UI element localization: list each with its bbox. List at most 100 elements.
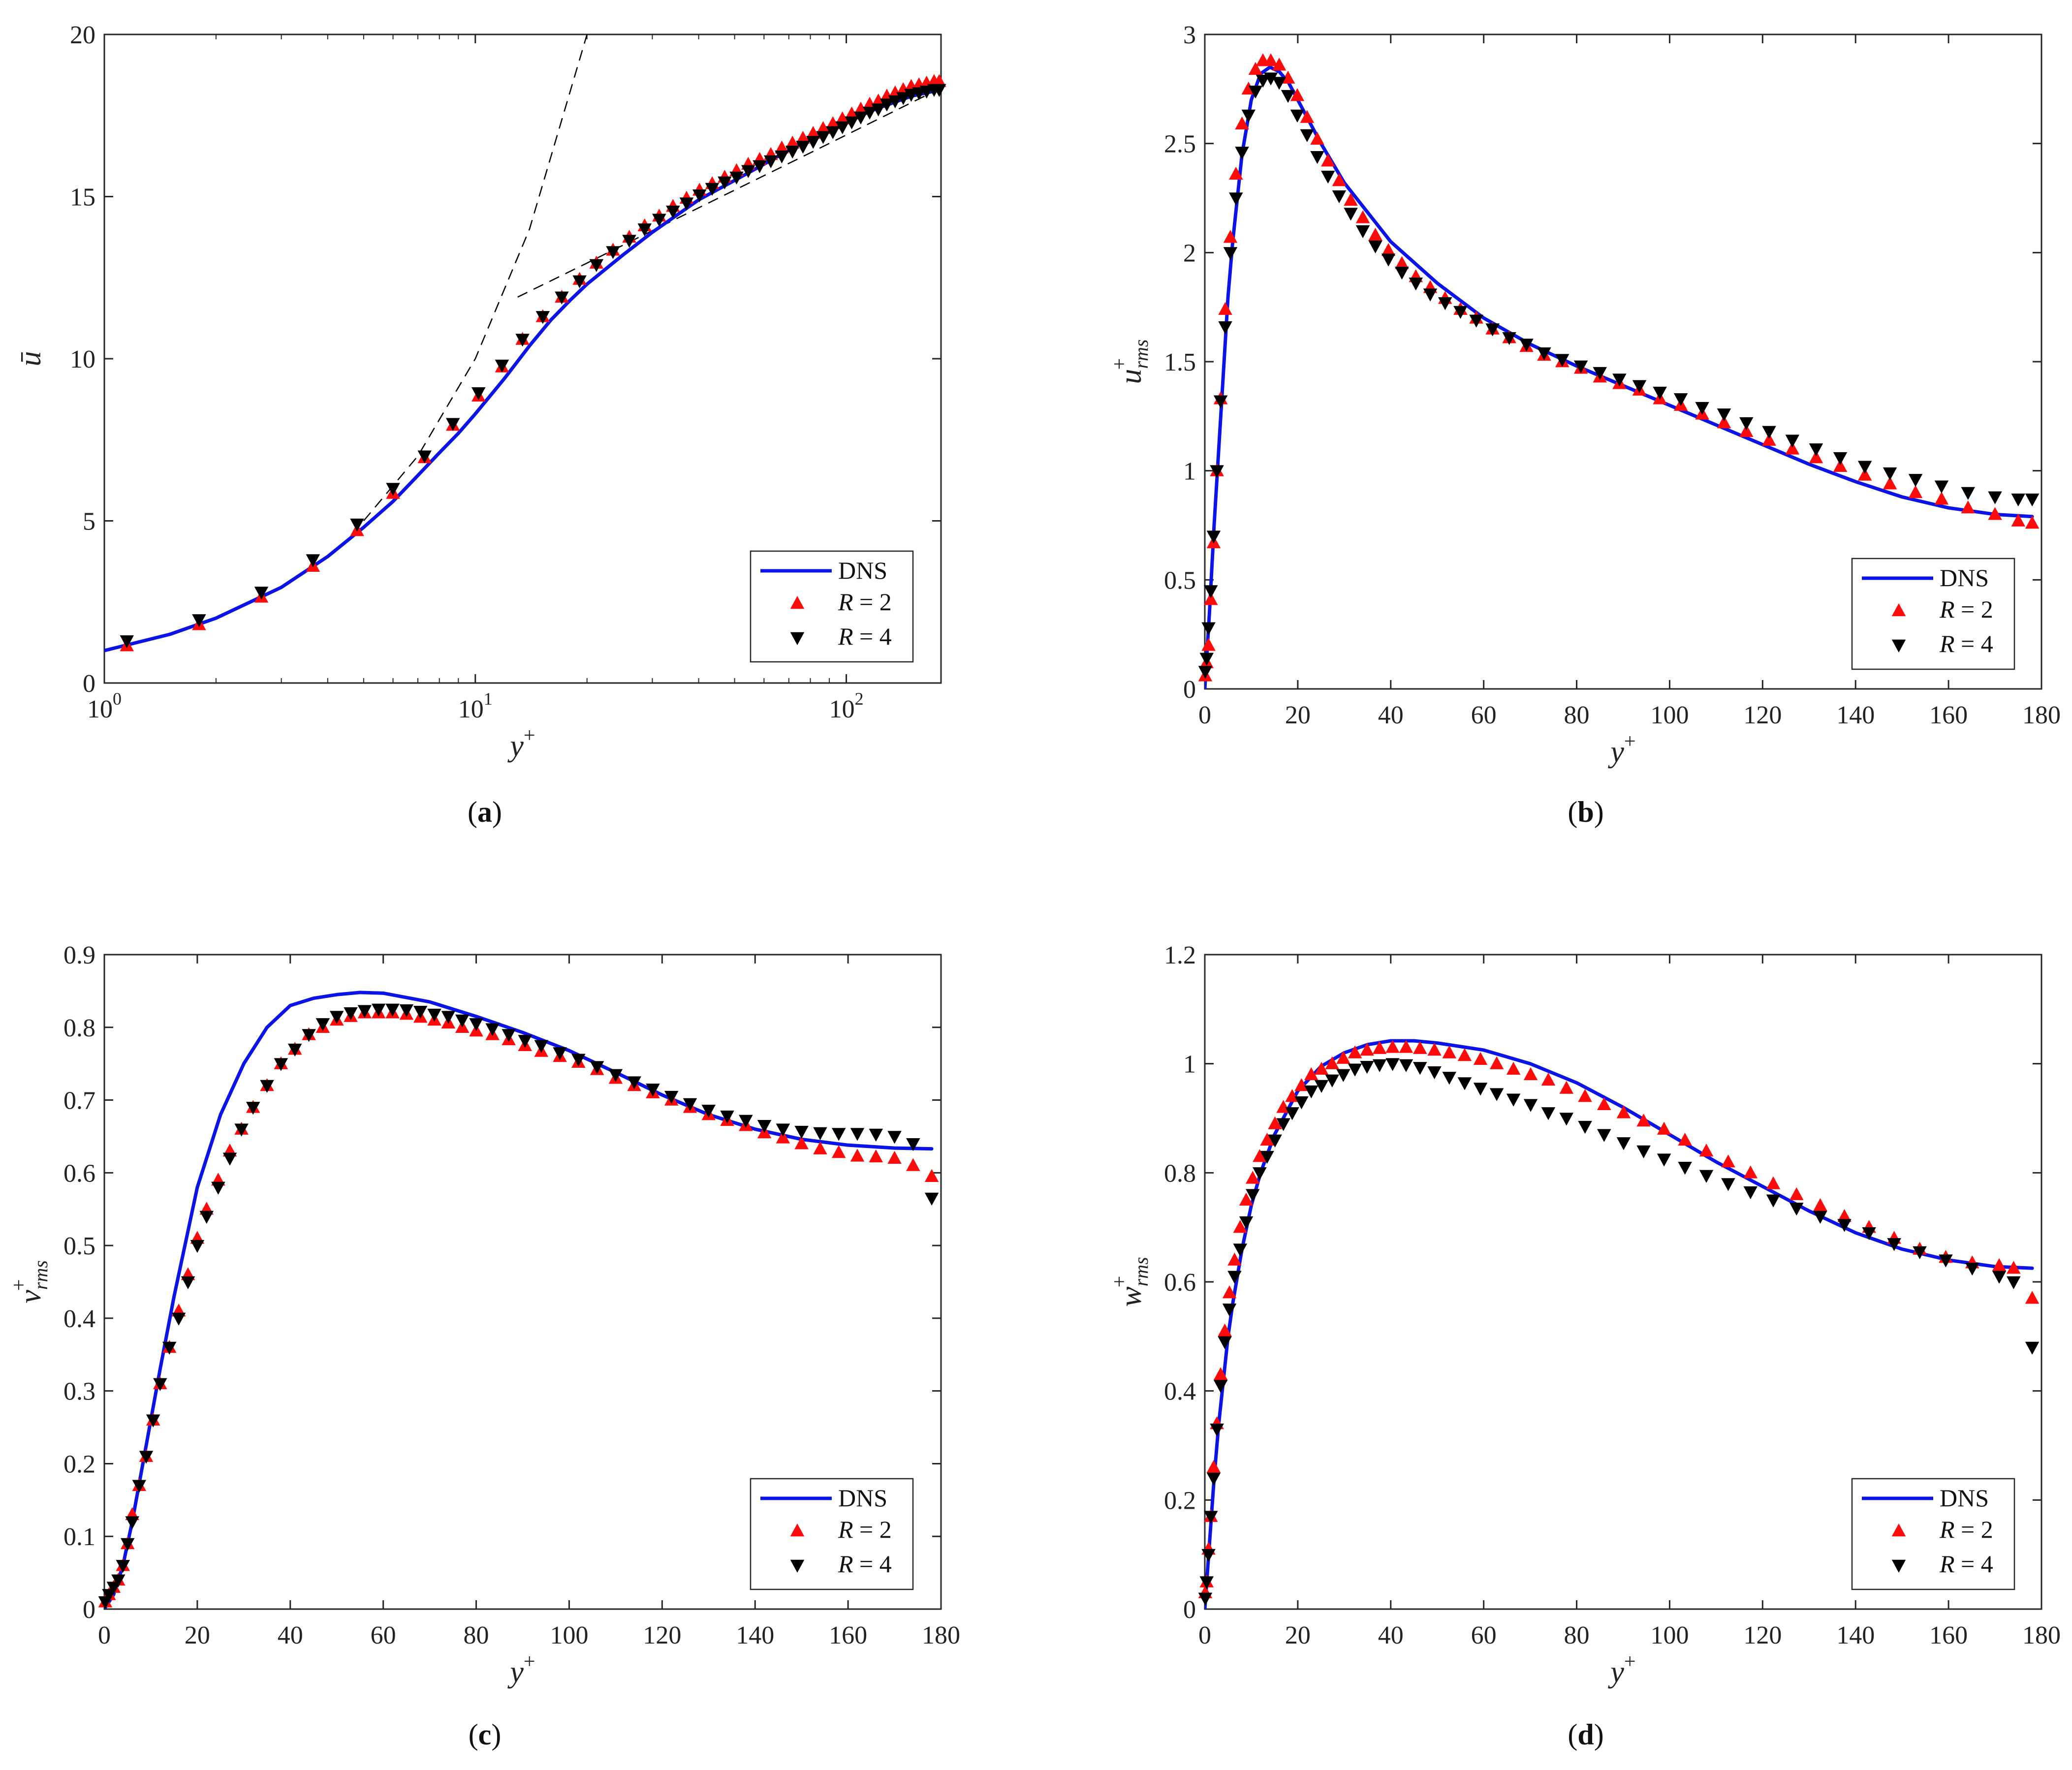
r4-marker	[1573, 360, 1588, 373]
r2-marker	[1908, 485, 1923, 498]
r4-marker	[1235, 147, 1249, 160]
r4-marker	[1246, 1189, 1260, 1202]
y-tick-label: 20	[70, 21, 95, 49]
r4-marker	[627, 1076, 641, 1089]
r4-marker	[1939, 1254, 1953, 1268]
x-tick-label: 80	[1564, 1621, 1590, 1649]
legend-r4-label: R = 4	[1939, 1550, 1993, 1578]
r4-marker	[306, 554, 320, 567]
r4-marker	[1300, 129, 1315, 142]
r4-marker	[835, 121, 849, 134]
r4-marker	[254, 587, 269, 600]
r4-marker	[1519, 339, 1534, 352]
y-tick-label: 1	[1183, 1051, 1196, 1079]
r4-marker	[1241, 109, 1256, 123]
r2-marker	[1332, 173, 1347, 186]
r4-marker	[1559, 1113, 1574, 1126]
r4-marker	[1222, 1304, 1237, 1317]
r4-marker	[1423, 288, 1438, 302]
x-tick-label: 60	[1471, 1621, 1497, 1649]
x-tick-label: 180	[2022, 701, 2061, 729]
r4-marker	[1597, 1129, 1611, 1142]
y-tick-label: 2.5	[1164, 130, 1196, 158]
y-axis-label: wrms+	[1108, 1257, 1152, 1306]
r4-marker	[1913, 1246, 1927, 1260]
r4-marker	[329, 1011, 344, 1024]
r2-marker	[1368, 227, 1382, 241]
r2-marker	[2007, 1261, 2021, 1274]
x-tick-label: 20	[1285, 1621, 1311, 1649]
r4-marker	[608, 1069, 623, 1082]
r4-marker	[139, 1451, 154, 1464]
r2-marker	[1739, 424, 1754, 437]
r4-marker	[1199, 1576, 1214, 1589]
r4-marker	[153, 1378, 167, 1391]
r2-marker	[835, 111, 849, 124]
r4-marker	[1210, 1424, 1224, 1437]
x-tick-label: 0	[98, 1621, 111, 1649]
r4-marker	[776, 1123, 790, 1137]
r4-marker	[741, 165, 755, 178]
x-tick-label: 100	[1650, 701, 1689, 729]
r4-marker	[357, 1005, 372, 1018]
y-tick-label: 0.7	[63, 1087, 95, 1115]
x-tick-label: 120	[1743, 1621, 1782, 1649]
r4-marker	[606, 246, 620, 259]
legend-r4-swatch	[790, 632, 805, 645]
r4-marker	[386, 483, 400, 496]
r4-marker	[515, 334, 530, 347]
r4-marker	[850, 1128, 865, 1141]
r2-marker	[932, 74, 946, 87]
x-tick-label: 160	[1929, 1621, 1968, 1649]
r4-marker	[1285, 1107, 1299, 1120]
r4-marker	[1253, 1167, 1267, 1180]
y-tick-label: 1	[1183, 458, 1196, 486]
r4-marker	[445, 418, 460, 431]
r4-marker	[441, 1011, 456, 1024]
r4-marker	[1360, 1060, 1374, 1074]
panel-d-ticks: 0 20 40 60 80 100 120 140 160 180 0 0.2 0.4 0.6 0.8 1 1.…	[1108, 941, 2061, 1751]
legend-dns-label: DNS	[1940, 564, 1989, 591]
y-tick-label: 3	[1183, 21, 1196, 49]
x-tick-label: 40	[1378, 701, 1404, 729]
r4-marker	[1789, 1203, 1804, 1216]
r4-marker	[535, 311, 550, 324]
r4-marker	[555, 291, 569, 305]
caption-c: (c)	[469, 1718, 502, 1751]
r4-marker	[1290, 109, 1305, 123]
r4-marker	[1739, 417, 1754, 431]
r4-marker	[1453, 306, 1468, 319]
r4-marker	[534, 1040, 549, 1053]
panel-d-legend: DNS R = 2 R = 4	[1851, 1478, 2015, 1590]
r2-marker	[1201, 638, 1216, 651]
r4-marker	[1281, 90, 1295, 103]
r4-marker	[1310, 151, 1324, 164]
x-tick-label: 0	[1198, 1621, 1211, 1649]
y-tick-label: 0.2	[63, 1450, 95, 1478]
r4-marker	[813, 1127, 827, 1141]
r4-marker	[385, 1003, 400, 1017]
panel-d: 0 20 40 60 80 100 120 140 160 180 0 0.2 0.4 0.6 0.8 1 1.…	[1108, 941, 2061, 1751]
r4-marker	[1717, 408, 1731, 422]
r2-marker	[887, 1150, 902, 1164]
r2-marker	[1218, 1323, 1232, 1336]
caption-b: (b)	[1568, 796, 1603, 828]
r4-marker	[826, 126, 840, 139]
r2-marker	[1248, 62, 1263, 75]
r2-marker	[1559, 1081, 1574, 1094]
r4-marker	[1695, 402, 1709, 415]
r2-marker	[1785, 441, 1800, 455]
r4-marker	[1201, 622, 1216, 635]
r2-marker	[1304, 1067, 1319, 1081]
r2-marker	[1883, 476, 1897, 490]
r4-marker	[718, 176, 732, 189]
r4-marker	[1368, 240, 1382, 254]
r4-marker	[1699, 1170, 1714, 1183]
r4-marker	[171, 1312, 186, 1326]
y-tick-label: 0	[83, 1596, 95, 1624]
r4-marker	[1294, 1096, 1309, 1110]
y-tick-label: 0.4	[1164, 1378, 1196, 1406]
r4-marker	[831, 1128, 846, 1141]
r2-marker	[806, 125, 820, 139]
